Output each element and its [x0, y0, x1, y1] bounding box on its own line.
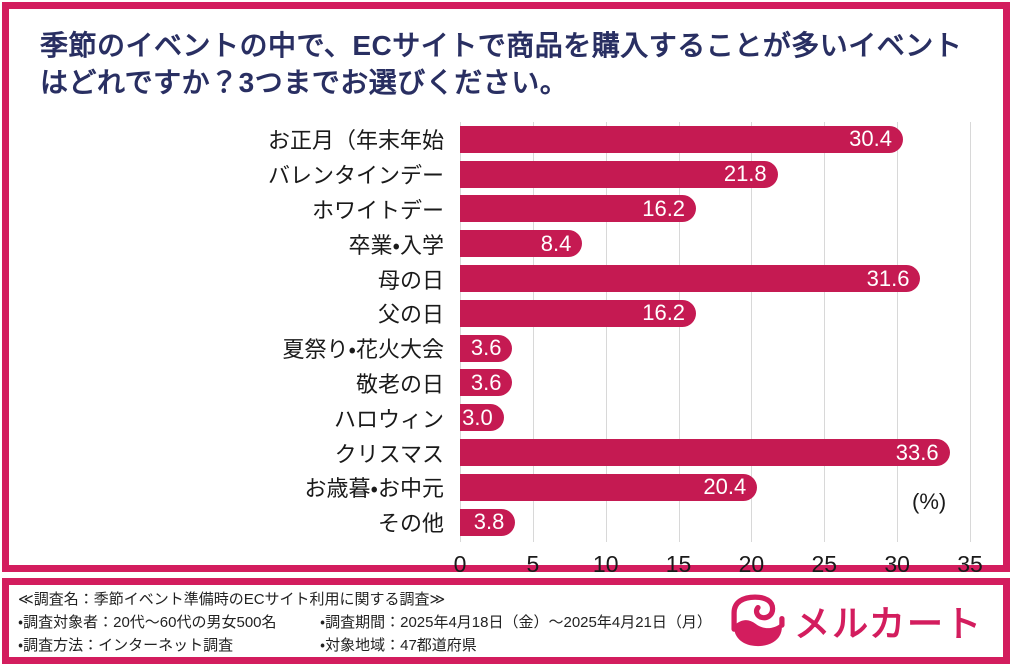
gridline: [678, 122, 680, 542]
mercart-logo: メルカート: [730, 593, 983, 649]
grid-layer: [460, 122, 971, 542]
survey-details: ・調査対象者：20代〜60代の男女500名 ・調査方法：インターネット調査 ・調査…: [18, 611, 712, 657]
survey-detail: ・調査方法：インターネット調査: [18, 637, 234, 654]
category-label: 夏祭り・花火大会: [282, 337, 444, 363]
bar-track: 3.8: [460, 508, 970, 536]
bar: 20.4: [460, 473, 758, 501]
axis-tick-label: 0: [453, 551, 467, 577]
chart-row: バレンタインデー 21.8: [9, 157, 1003, 192]
bar-value-label: 8.4: [540, 230, 572, 256]
axis-tick-label: 5: [526, 551, 540, 577]
chart-row: 夏祭り・花火大会 3.6: [9, 331, 1003, 366]
gridline: [970, 122, 971, 542]
bar: 3.6: [460, 369, 513, 397]
bar-track: 33.6: [460, 439, 970, 467]
bar: 3.8: [460, 508, 516, 536]
chart-row: お歳暮・お中元 20.4: [9, 470, 1003, 505]
bar: 3.0: [460, 404, 504, 432]
bar-value-label: 33.6: [895, 439, 939, 465]
survey-name: ≪調査名：季節イベント準備時のECサイト利用に関する調査≫: [18, 591, 446, 608]
gridline: [532, 122, 534, 542]
bar-value-label: 21.8: [723, 161, 767, 187]
bar: 30.4: [460, 125, 903, 153]
survey-detail: ・調査期間：2025年4月18日（金）〜2025年4月21日（月）: [320, 614, 712, 631]
axis-tick-label: 15: [665, 551, 692, 577]
mercart-bag-icon: [731, 594, 785, 647]
bar-track: 16.2: [460, 299, 970, 327]
chart-rows: お正月（年末年始 30.4 バレンタインデー 21.8 ホワイトデー 16.2 卒業・入学 8…: [9, 122, 1003, 540]
bar-track: 8.4: [460, 230, 970, 258]
chart-row: 卒業・入学 8.4: [9, 226, 1003, 261]
gridline: [460, 122, 461, 542]
bar-track: 21.8: [460, 160, 970, 188]
axis-tick-label: 30: [884, 551, 910, 577]
bar-value-label: 3.0: [462, 404, 493, 430]
chart-row: その他 3.8: [9, 505, 1003, 540]
question-title: 季節のイベントの中で、ECサイトで商品を購入することが多いイベントはどれですか？…: [40, 30, 963, 98]
logo-wordmark: メルカート: [794, 603, 983, 644]
bar-value-label: 3.6: [470, 335, 502, 361]
category-label: その他: [377, 511, 444, 537]
bar-chart: お正月（年末年始 30.4 バレンタインデー 21.8 ホワイトデー 16.2 卒業・入学 8…: [9, 122, 1003, 577]
bar: 16.2: [460, 195, 697, 223]
category-label: お正月（年末年始: [267, 128, 444, 154]
category-label: 敬老の日: [355, 371, 444, 397]
bar-track: 16.2: [460, 195, 970, 223]
category-label: クリスマス: [334, 441, 444, 467]
chart-row: ホワイトデー 16.2: [9, 192, 1003, 227]
bar-value-label: 3.6: [470, 369, 502, 395]
footer-frame: ≪調査名：季節イベント準備時のECサイト利用に関する調査≫ ・調査対象者：20代…: [2, 578, 1010, 664]
category-label: お歳暮・お中元: [304, 476, 444, 502]
bar-track: 3.6: [460, 369, 970, 397]
bar-value-label: 31.6: [866, 265, 910, 291]
bar-value-label: 16.2: [642, 300, 686, 326]
chart-row: 父の日 16.2: [9, 296, 1003, 331]
category-label: 父の日: [377, 302, 444, 328]
category-label: バレンタインデー: [267, 163, 444, 189]
category-label: ハロウィン: [333, 406, 444, 432]
survey-details-right: ・調査期間：2025年4月18日（金）〜2025年4月21日（月） ・対象地域：4…: [320, 611, 712, 657]
category-label: 卒業・入学: [348, 232, 444, 258]
gridline: [605, 122, 607, 542]
chart-row: お正月（年末年始 30.4: [9, 122, 1003, 157]
category-label: ホワイトデー: [311, 197, 444, 223]
chart-frame: 季節のイベントの中で、ECサイトで商品を購入することが多いイベントはどれですか？…: [2, 2, 1010, 577]
chart-row: 敬老の日 3.6: [9, 366, 1003, 401]
bar: 16.2: [460, 299, 697, 327]
category-label: 母の日: [377, 267, 444, 293]
survey-detail: ・対象地域：47都道府県: [320, 637, 477, 654]
unit-label: (%): [912, 489, 947, 514]
axis-tick-label: 20: [738, 551, 765, 577]
bar-track: 3.0: [460, 404, 970, 432]
survey-details-left: ・調査対象者：20代〜60代の男女500名 ・調査方法：インターネット調査: [18, 611, 320, 657]
axis-tick-label: 10: [592, 551, 619, 577]
bar: 33.6: [460, 439, 950, 467]
bar-value-label: 20.4: [703, 474, 747, 500]
survey-info: ≪調査名：季節イベント準備時のECサイト利用に関する調査≫ ・調査対象者：20代…: [18, 588, 712, 657]
x-axis: 0 5 10 15 20 25 30 35: [454, 547, 983, 577]
bar: 3.6: [460, 334, 513, 362]
bar-track: 20.4: [460, 473, 970, 501]
gridline: [751, 122, 753, 542]
bar-value-label: 3.8: [473, 509, 505, 535]
bar-value-label: 16.2: [642, 195, 686, 221]
chart-row: ハロウィン 3.0: [9, 400, 1003, 435]
bar-track: 30.4: [460, 125, 970, 153]
chart-row: 母の日 31.6: [9, 261, 1003, 296]
bar: 31.6: [460, 265, 921, 293]
bar-track: 3.6: [460, 334, 970, 362]
axis-tick-label: 25: [811, 551, 838, 577]
gridline: [824, 122, 826, 542]
bar: 21.8: [460, 160, 778, 188]
bar-value-label: 30.4: [849, 126, 892, 152]
bar-track: 31.6: [460, 265, 970, 293]
axis-tick-label: 35: [957, 551, 983, 577]
survey-detail: ・調査対象者：20代〜60代の男女500名: [18, 614, 277, 631]
bar: 8.4: [460, 230, 583, 258]
gridline: [897, 122, 899, 542]
chart-row: クリスマス 33.6: [9, 435, 1003, 470]
